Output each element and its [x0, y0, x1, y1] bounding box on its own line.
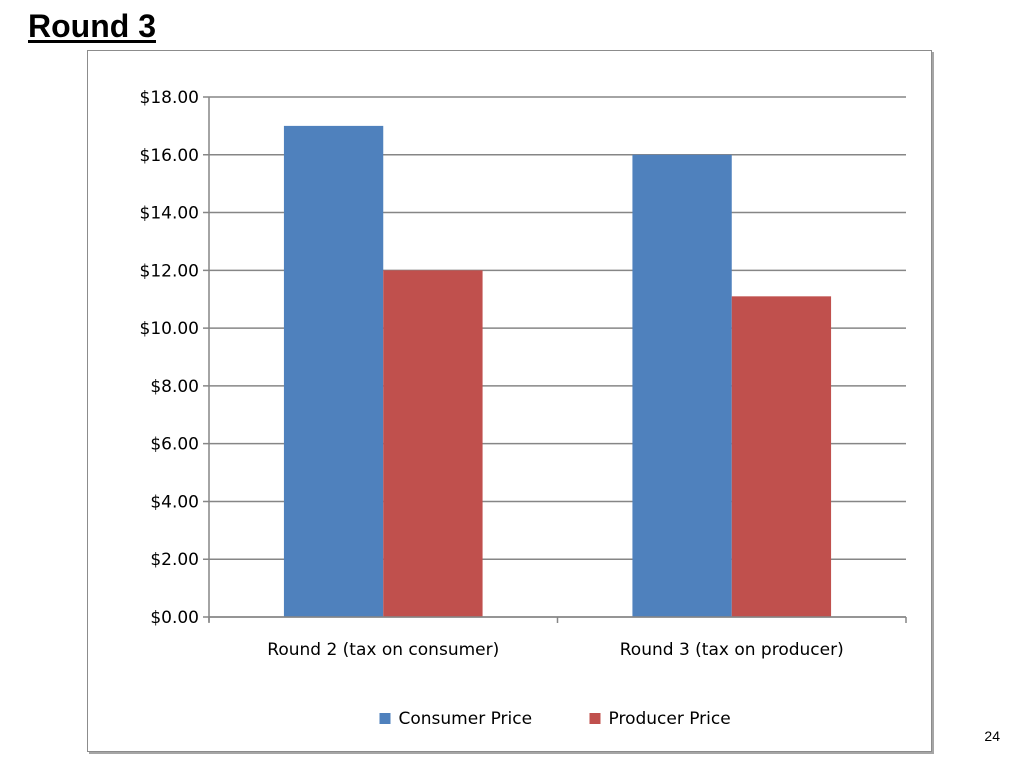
slide-title: Round 3 [28, 8, 156, 44]
y-tick-label: $8.00 [150, 377, 199, 397]
bar-producer-price [731, 296, 832, 617]
y-tick-label: $14.00 [140, 204, 199, 224]
bar-chart: $0.00 $2.00 $4.00 $6.00 $8.00 $10.00 $12.00 $14… [140, 88, 907, 729]
bar-consumer-price [632, 154, 732, 617]
y-tick-label: $0.00 [150, 608, 199, 628]
chart-area: $0.00 $2.00 $4.00 $6.00 $8.00 $10.00 $12.00 $14… [87, 50, 932, 752]
y-tick-label: $4.00 [150, 492, 199, 512]
y-tick-label: $18.00 [140, 88, 199, 108]
y-tick-label: $16.00 [140, 146, 199, 166]
legend-swatch [379, 713, 391, 724]
y-tick-label: $6.00 [150, 435, 199, 455]
page-number: 24 [984, 728, 1000, 744]
y-tick-label: $10.00 [140, 319, 199, 339]
y-tick-label: $2.00 [150, 550, 199, 570]
y-tick-label: $12.00 [140, 261, 199, 281]
bar-consumer-price [283, 125, 384, 617]
legend-label: Consumer Price [399, 709, 533, 729]
legend-swatch [589, 713, 601, 724]
legend-label: Producer Price [609, 709, 731, 729]
bar-producer-price [383, 270, 483, 617]
x-category-label: Round 2 (tax on consumer) [267, 640, 499, 660]
x-category-label: Round 3 (tax on producer) [620, 640, 844, 660]
